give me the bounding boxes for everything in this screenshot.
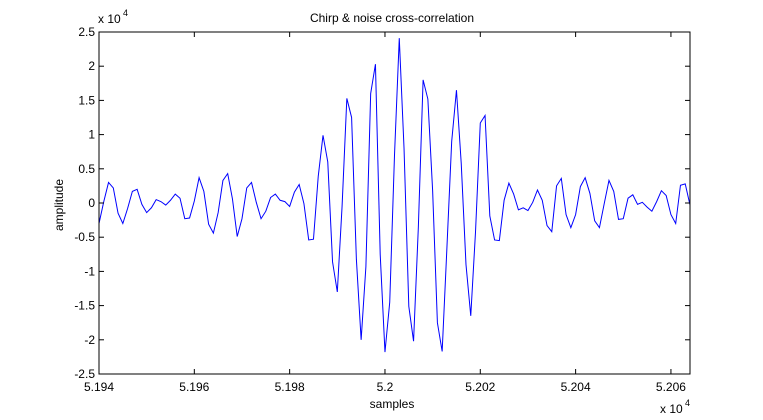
y-tick-label: -2.5	[74, 367, 95, 381]
y-exponent-power: 4	[123, 8, 128, 18]
y-tick-label: 1.5	[78, 93, 95, 107]
chart-title: Chirp & noise cross-correlation	[310, 11, 474, 25]
y-tick-label: 0.5	[78, 162, 95, 176]
y-tick-label: 2	[88, 59, 95, 73]
y-tick-label: 2.5	[78, 25, 95, 39]
y-tick-label: -1	[84, 264, 95, 278]
tick-layer: 5.194 5.196 5.198 5.2 5.202 5.204 5.206 2.5 2 1.5…	[74, 25, 690, 394]
x-tick-label: 5.196	[179, 380, 209, 394]
series-line	[99, 38, 690, 353]
y-axis-label: amplitude	[52, 179, 66, 231]
plot-layer	[99, 38, 690, 353]
y-tick-label: -2	[84, 333, 95, 347]
x-tick-label: 5.198	[275, 380, 305, 394]
x-exponent-power: 4	[685, 398, 690, 408]
y-exponent-base: x 10	[98, 12, 121, 26]
y-tick-label: -1.5	[74, 299, 95, 313]
x-tick-label: 5.206	[656, 380, 686, 394]
x-exponent-base: x 10	[660, 402, 683, 416]
x-tick-label: 5.2	[377, 380, 394, 394]
x-axis-label: samples	[370, 397, 415, 411]
y-tick-label: -0.5	[74, 230, 95, 244]
x-tick-label: 5.194	[84, 380, 114, 394]
y-tick-label: 0	[88, 196, 95, 210]
x-tick-label: 5.204	[561, 380, 591, 394]
x-tick-label: 5.202	[465, 380, 495, 394]
y-tick-label: 1	[88, 128, 95, 142]
